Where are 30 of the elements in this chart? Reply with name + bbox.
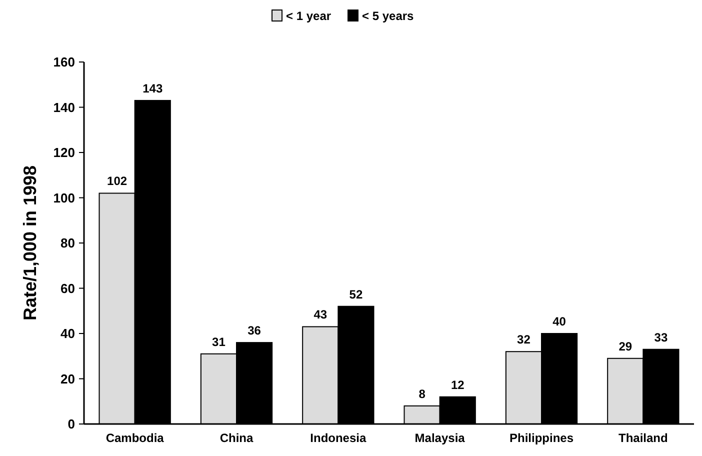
x-tick-label: Indonesia [310,431,366,445]
x-tick-label: Philippines [509,431,574,445]
legend-label: < 1 year [286,9,332,24]
y-tick-label: 120 [53,145,75,160]
data-label: 40 [552,314,566,328]
y-tick-label: 100 [53,190,75,206]
x-tick-label: Cambodia [106,431,164,445]
y-tick-label: 20 [60,371,75,386]
data-label: 143 [142,81,163,96]
x-tick-label: Malaysia [414,431,466,445]
data-label: 102 [107,174,128,188]
data-label: 12 [450,378,465,392]
y-tick-label: 160 [53,54,75,70]
data-label: 32 [517,332,531,347]
data-label: 36 [248,324,262,338]
legend-label: < 5 years [362,9,414,24]
y-axis-title: Rate/1,000 in 1998 [20,165,40,321]
data-label: 29 [618,339,632,354]
y-tick-label: 60 [60,280,75,296]
data-label: 33 [654,330,668,344]
x-tick-label: Thailand [618,431,668,445]
x-tick-label: China [220,431,254,445]
data-label: 52 [349,287,363,302]
data-label: 43 [314,308,328,322]
y-tick-label: 80 [60,236,75,251]
y-tick-label: 140 [53,100,75,115]
data-label: 31 [212,334,226,349]
y-tick-label: 0 [68,416,75,432]
y-tick-label: 40 [60,326,75,342]
data-label: 8 [418,386,426,401]
